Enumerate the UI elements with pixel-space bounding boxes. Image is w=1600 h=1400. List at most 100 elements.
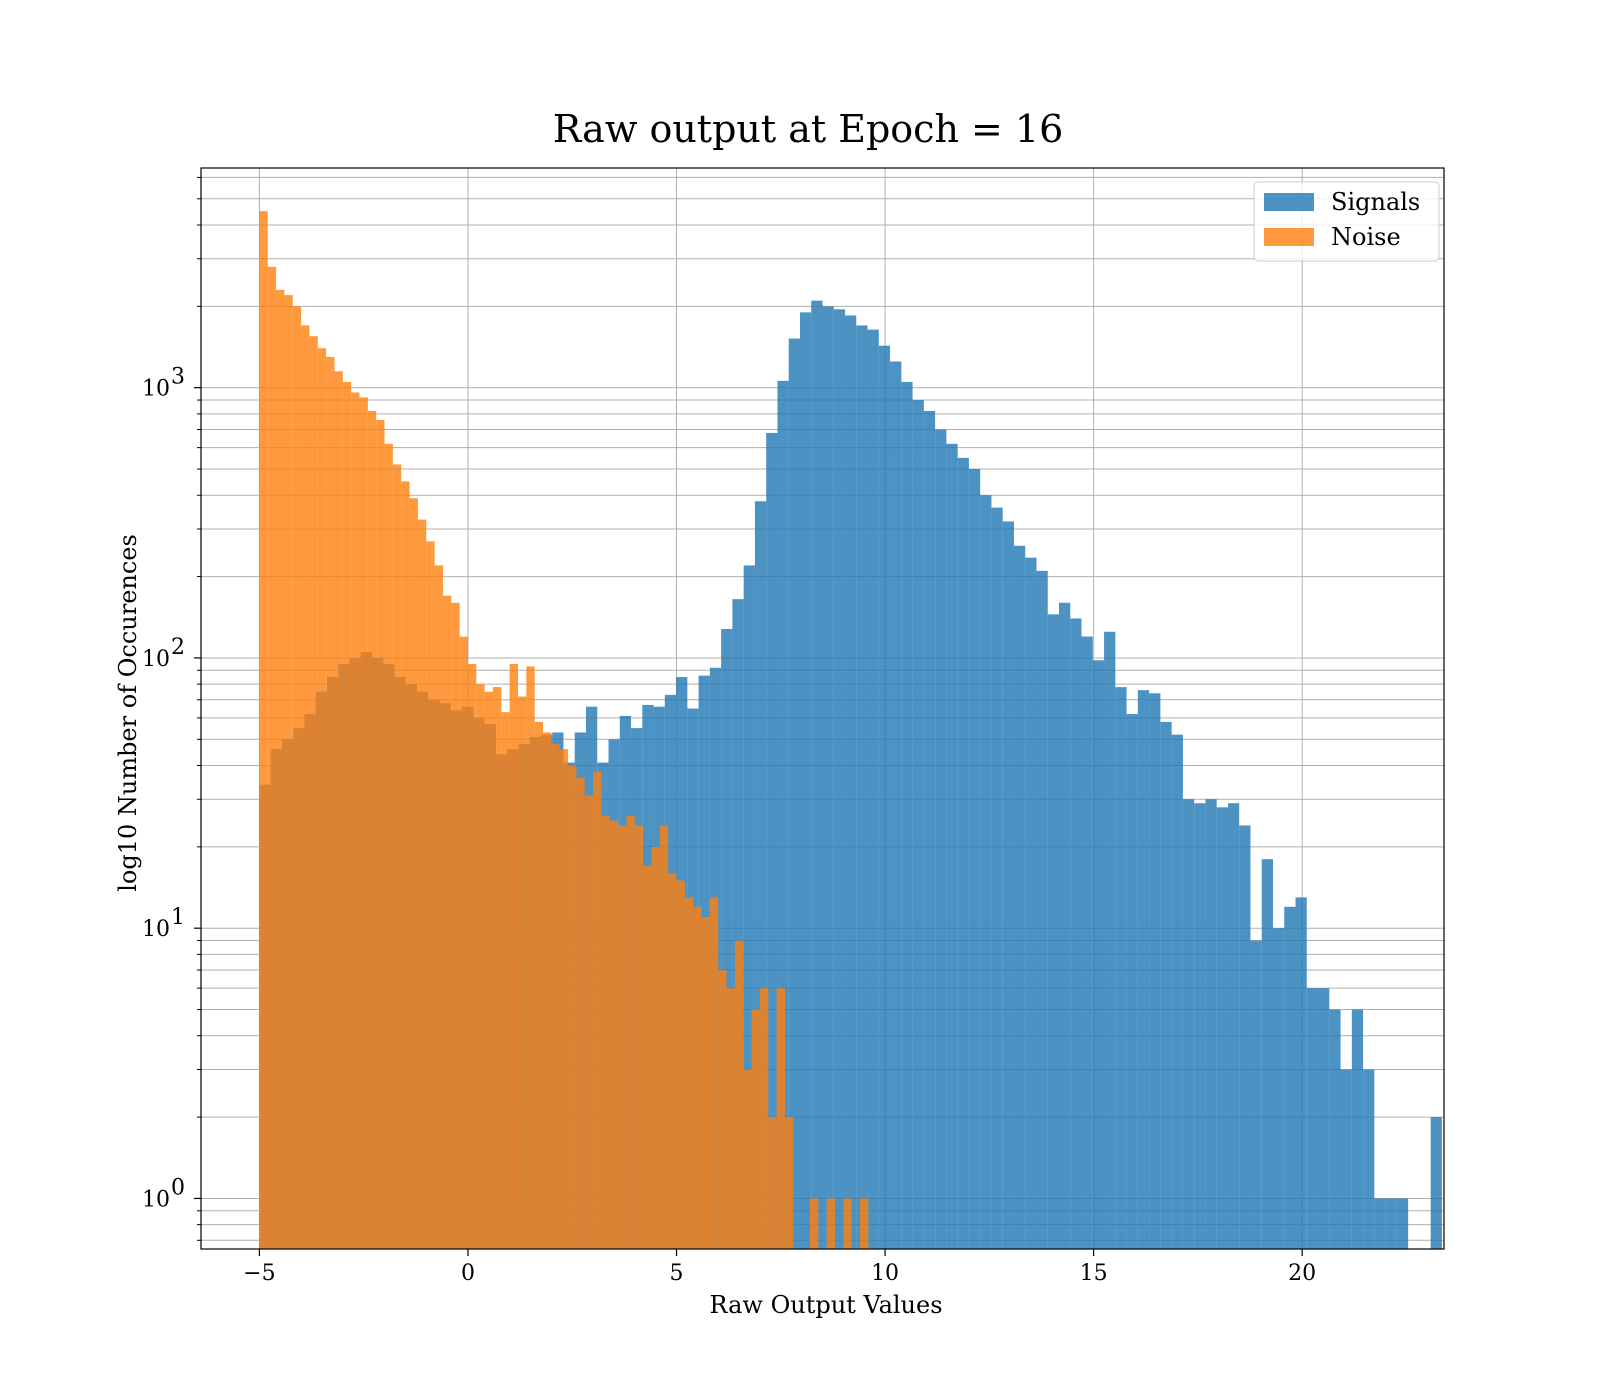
chart-title: Raw output at Epoch = 16 — [553, 107, 1064, 151]
noise-bar — [576, 777, 585, 1249]
signals-bar — [867, 329, 879, 1249]
noise-bar — [276, 289, 285, 1250]
noise-bar — [768, 1117, 777, 1249]
signals-bar — [1216, 807, 1228, 1249]
noise-bar — [651, 846, 660, 1249]
signals-bar — [1171, 734, 1183, 1249]
signals-bar — [878, 345, 891, 1249]
noise-bar — [618, 825, 627, 1249]
signals-bar — [1329, 1009, 1341, 1249]
noise-series — [259, 211, 869, 1250]
signals-bar — [1047, 614, 1060, 1249]
noise-bar — [501, 712, 510, 1249]
signals-bar — [1272, 928, 1285, 1249]
signals-bar — [721, 628, 733, 1249]
noise-bar — [317, 348, 327, 1249]
y-tick-exponent: 1 — [171, 905, 185, 930]
noise-bar — [534, 721, 544, 1249]
y-tick-label: 10 — [142, 1187, 170, 1212]
noise-bar — [860, 1198, 869, 1249]
signals-bar — [1182, 799, 1195, 1249]
noise-bar — [526, 666, 535, 1249]
y-axis-label: log10 Number of Occurences — [114, 534, 142, 892]
signals-bar — [1036, 570, 1048, 1249]
x-tick-label: 10 — [871, 1261, 899, 1286]
signals-bar — [1194, 803, 1206, 1249]
noise-bar — [509, 663, 519, 1249]
noise-bar — [392, 464, 402, 1249]
y-tick-label: 10 — [142, 647, 170, 672]
signals-bar — [1013, 545, 1026, 1249]
signals-bar — [788, 338, 800, 1249]
noise-bar — [267, 266, 277, 1250]
noise-bar — [543, 732, 552, 1249]
noise-bar — [467, 663, 477, 1249]
signals-bar — [833, 309, 846, 1249]
signals-bar — [1205, 799, 1217, 1249]
signals-bar — [743, 565, 755, 1249]
noise-bar — [559, 749, 569, 1249]
noise-bar — [484, 691, 493, 1249]
signals-bar — [1126, 714, 1138, 1249]
signals-bar — [1385, 1198, 1397, 1249]
noise-bar — [417, 519, 427, 1249]
signals-bar — [1137, 690, 1150, 1249]
noise-bar — [626, 816, 635, 1249]
noise-bar — [609, 820, 619, 1249]
noise-bar — [342, 381, 352, 1249]
legend: Signals Noise — [1253, 181, 1440, 262]
noise-bar — [351, 392, 360, 1249]
signals-bar — [1318, 988, 1330, 1249]
x-tick-label: 20 — [1288, 1261, 1316, 1286]
signals-bar — [968, 469, 981, 1249]
y-tick-label: 10 — [142, 377, 170, 402]
noise-bar — [292, 306, 302, 1249]
noise-bar — [676, 880, 685, 1249]
signals-bar — [777, 380, 789, 1249]
noise-bar — [492, 687, 502, 1249]
noise-bar — [259, 211, 268, 1249]
signals-bar — [1025, 557, 1037, 1249]
noise-bar — [584, 795, 594, 1249]
noise-bar — [693, 906, 702, 1249]
signals-bar — [1160, 721, 1172, 1249]
signals-bar — [957, 457, 969, 1249]
signals-bar — [1239, 825, 1251, 1249]
noise-bar — [367, 410, 377, 1249]
noise-bar — [309, 336, 318, 1249]
plot-frame — [200, 167, 1445, 1250]
signals-bar — [1430, 1117, 1442, 1249]
x-tick-label: −5 — [243, 1261, 275, 1286]
y-tick-label: 10 — [142, 917, 170, 942]
plot-border — [200, 167, 1445, 1250]
signals-bar — [856, 325, 868, 1249]
y-tick-exponent: 2 — [171, 635, 185, 660]
x-axis-label: Raw Output Values — [709, 1291, 942, 1319]
signals-bar — [912, 400, 924, 1249]
signals-bar — [1081, 636, 1093, 1249]
signals-bar — [1261, 859, 1273, 1249]
signals-bar — [1284, 906, 1296, 1249]
signals-bar — [1070, 618, 1082, 1249]
signals-bar — [822, 306, 834, 1249]
signals-bar — [1149, 693, 1161, 1249]
signals-bar — [1374, 1198, 1386, 1249]
x-tick-label: 0 — [461, 1261, 475, 1286]
noise-bar — [809, 1198, 819, 1249]
noise-bar — [734, 940, 744, 1249]
signals-bar — [766, 432, 778, 1249]
signals-bar — [1250, 940, 1262, 1249]
noise-bar — [476, 684, 485, 1249]
noise-bar — [409, 498, 418, 1250]
noise-bar — [726, 988, 735, 1249]
noise-bar — [384, 443, 393, 1249]
signals-bar — [991, 507, 1003, 1249]
signals-bar — [1306, 988, 1319, 1249]
signals-bar — [1396, 1198, 1409, 1249]
noise-bar — [401, 481, 410, 1249]
noise-bar — [743, 1069, 752, 1249]
noise-bar — [659, 825, 669, 1249]
signals-bar — [799, 312, 812, 1249]
legend-swatch-signals — [1264, 193, 1314, 211]
